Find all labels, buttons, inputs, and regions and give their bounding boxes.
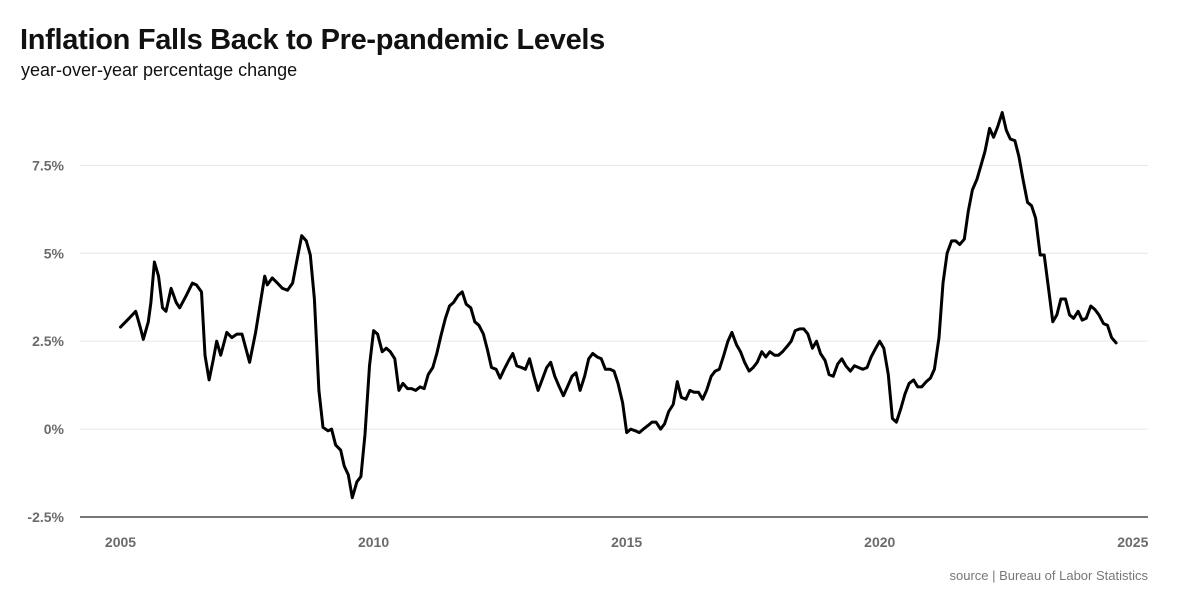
y-tick-label: 0% <box>44 421 65 437</box>
y-tick-label: 2.5% <box>32 333 64 349</box>
gridlines <box>80 164 1148 518</box>
x-tick-label: 2010 <box>358 534 389 550</box>
y-tick-label: 7.5% <box>32 157 64 173</box>
source-note: source | Bureau of Labor Statistics <box>949 568 1148 583</box>
series-layer <box>119 111 1118 500</box>
inflation-series-line <box>119 111 1118 500</box>
y-tick-label: 5% <box>44 245 65 261</box>
x-tick-label: 2005 <box>105 534 136 550</box>
chart-subtitle: year-over-year percentage change <box>21 60 298 80</box>
y-tick-label: -2.5% <box>27 509 64 525</box>
x-tick-label: 2020 <box>864 534 895 550</box>
x-tick-label: 2015 <box>611 534 642 550</box>
x-tick-label: 2025 <box>1117 534 1148 550</box>
x-axis-ticks: 2005 2010 2015 2020 2025 <box>105 534 1149 550</box>
chart-title: Inflation Falls Back to Pre-pandemic Lev… <box>20 24 605 56</box>
y-axis-ticks: -2.5% 0% 2.5% 5% 7.5% <box>27 157 64 525</box>
